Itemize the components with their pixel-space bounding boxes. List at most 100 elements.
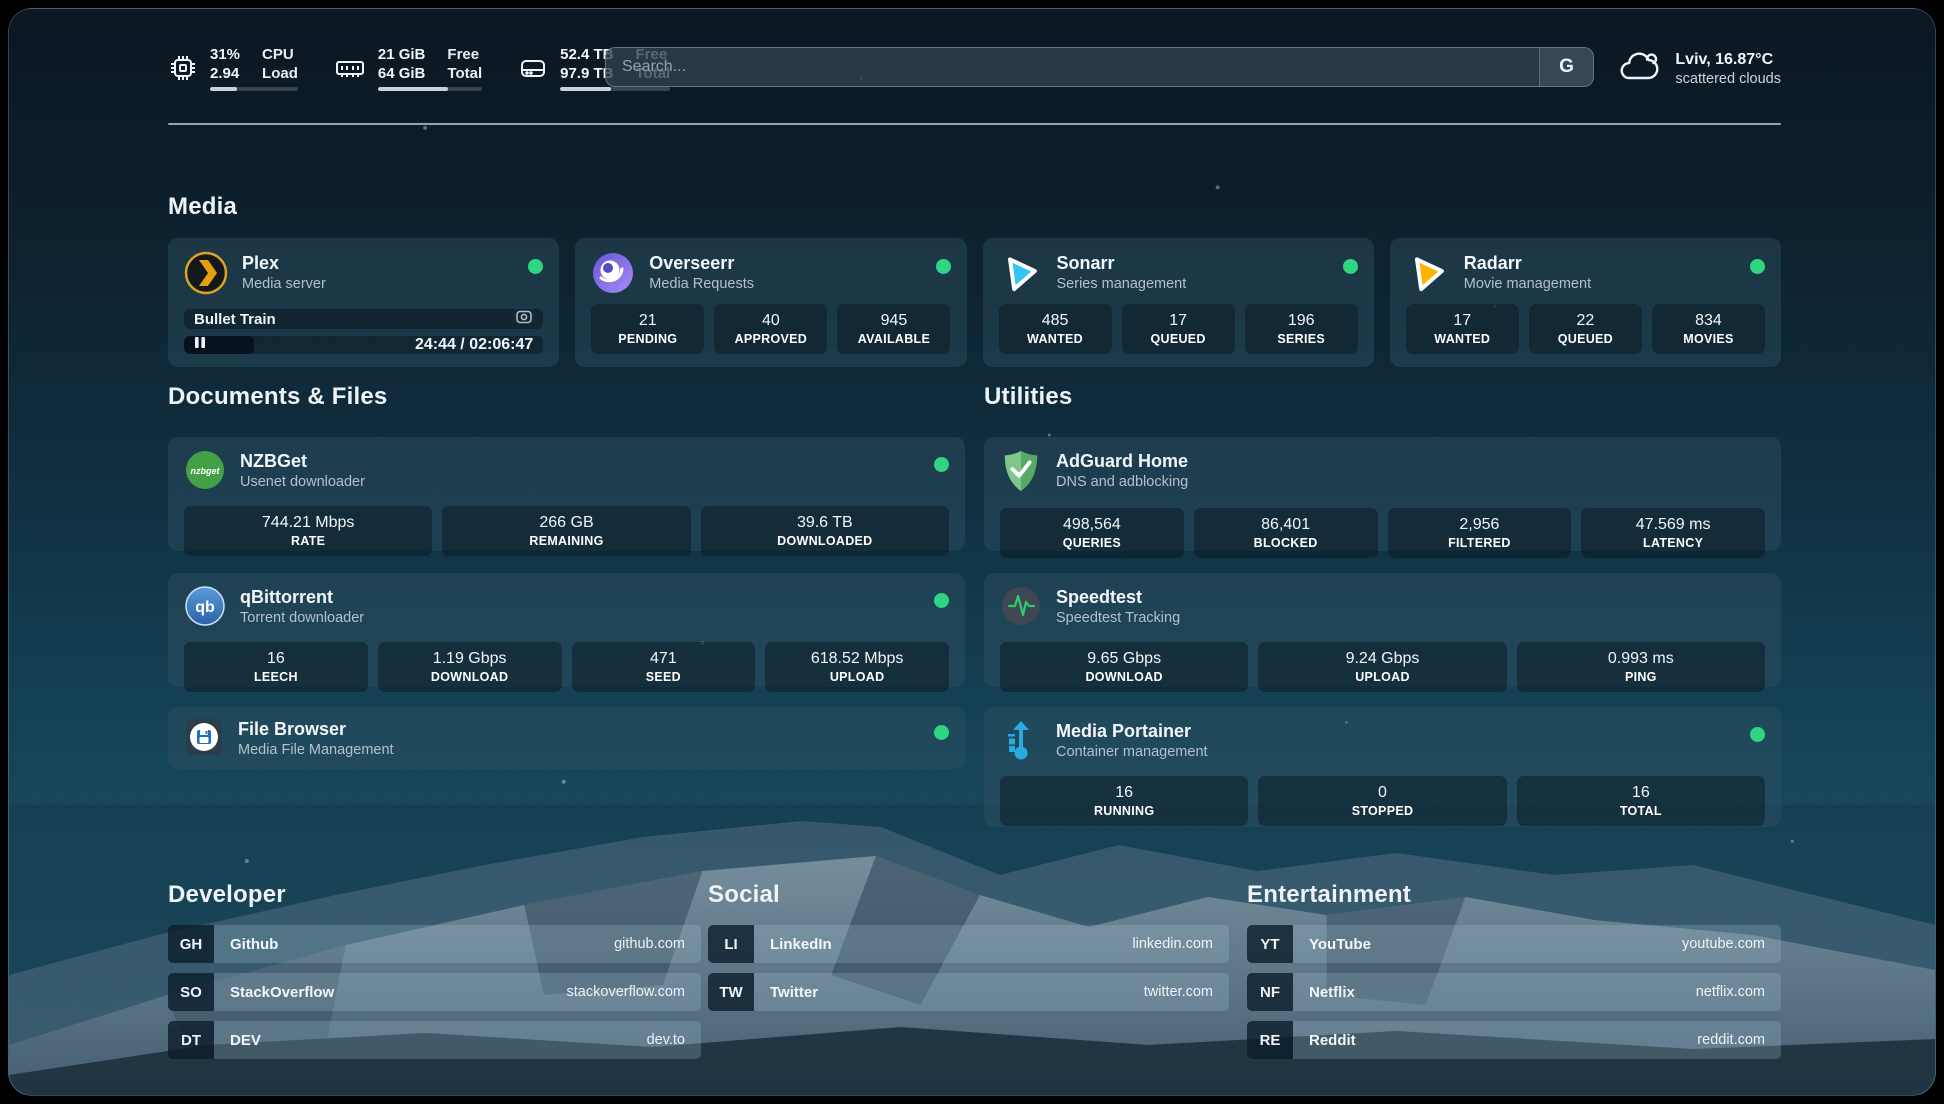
bookmark-name: YouTube — [1309, 935, 1371, 953]
playback-progress-bar[interactable]: 24:44 / 02:06:47 — [184, 336, 544, 354]
now-playing-bar: Bullet Train — [184, 309, 544, 329]
bookmark-name: Twitter — [770, 983, 819, 1001]
bookmark-abbr: NF — [1247, 973, 1293, 1011]
status-dot — [935, 259, 951, 274]
app-card-portainer[interactable]: Media Portainer Container management 16 … — [984, 707, 1781, 827]
bookmark-url: github.com — [614, 936, 685, 952]
app-name: Media Portainer — [1056, 721, 1192, 741]
app-name: qBittorrent — [240, 587, 333, 607]
stat-box: 22 QUEUED — [1528, 304, 1642, 354]
bookmark-abbr: SO — [168, 973, 214, 1011]
bookmark-youtube[interactable]: YT YouTube youtube.com — [1247, 925, 1781, 963]
stat-box: 47.569 ms LATENCY — [1581, 508, 1765, 558]
app-card-overseerr[interactable]: Overseerr Media Requests 21 PENDING 40 A… — [575, 238, 967, 367]
stat-box: 16 RUNNING — [1000, 776, 1249, 826]
stat-box: 9.65 Gbps DOWNLOAD — [1000, 642, 1249, 692]
search-input[interactable] — [606, 48, 1539, 86]
weather-condition: scattered clouds — [1675, 70, 1781, 87]
memory-stat: 21 GiB 64 GiB Free Total — [334, 45, 483, 91]
bookmark-netflix[interactable]: NF Netflix netflix.com — [1247, 973, 1781, 1011]
stat-box: 744.21 Mbps RATE — [184, 506, 433, 556]
app-card-plex[interactable]: Plex Media server Bullet Train — [168, 238, 560, 367]
video-icon[interactable] — [515, 309, 533, 329]
cpu-usage: 31% — [210, 46, 241, 63]
cloud-icon — [1616, 46, 1662, 91]
search-engine-button[interactable]: G — [1539, 48, 1593, 86]
app-name: NZBGet — [240, 451, 307, 471]
bookmark-abbr: LI — [708, 925, 754, 963]
social-links: LI LinkedIn linkedin.com TW Twitter twit… — [708, 925, 1229, 1021]
disk-free: 52.4 TB — [560, 46, 614, 63]
stat-box: 16 LEECH — [184, 642, 368, 692]
stat-box: 21 PENDING — [591, 304, 705, 354]
stat-box: 196 SERIES — [1244, 304, 1358, 354]
section-title-media: Media — [168, 193, 238, 220]
memory-total: 64 GiB — [377, 65, 426, 82]
bookmark-twitter[interactable]: TW Twitter twitter.com — [708, 973, 1229, 1011]
app-card-sonarr[interactable]: Sonarr Series management 485 WANTED 17 Q… — [982, 238, 1374, 367]
section-title-entertainment: Entertainment — [1247, 881, 1411, 908]
app-subtitle: Torrent downloader — [240, 610, 365, 626]
documents-column: nzbget NZBGet Usenet downloader 744.21 M… — [168, 437, 965, 769]
memory-free-label: Free — [447, 46, 480, 63]
bookmark-url: reddit.com — [1697, 1032, 1765, 1048]
playback-progress-fill — [184, 336, 255, 354]
bookmark-name: Netflix — [1309, 983, 1355, 1001]
bookmark-github[interactable]: GH Github github.com — [168, 925, 701, 963]
section-title-utilities: Utilities — [984, 383, 1073, 410]
stat-box: 2,956 FILTERED — [1387, 508, 1572, 558]
app-name: Plex — [242, 253, 280, 273]
app-card-speedtest[interactable]: Speedtest Speedtest Tracking 9.65 Gbps D… — [984, 573, 1781, 692]
developer-links: GH Github github.com SO StackOverflow st… — [168, 925, 701, 1069]
app-card-adguard[interactable]: AdGuard Home DNS and adblocking 498,564 … — [984, 437, 1781, 558]
svg-text:nzbget: nzbget — [191, 466, 221, 476]
memory-free: 21 GiB — [377, 46, 426, 63]
stat-box: 471 SEED — [571, 642, 756, 692]
memory-total-label: Total — [447, 65, 483, 82]
adguard-icon — [1000, 449, 1042, 498]
cpu-load-value: 2.94 — [210, 65, 240, 82]
stat-box: 40 APPROVED — [714, 304, 828, 354]
app-subtitle: Media File Management — [238, 742, 394, 758]
app-name: Radarr — [1463, 253, 1522, 273]
app-card-radarr[interactable]: Radarr Movie management 17 WANTED 22 QUE… — [1389, 238, 1781, 367]
status-dot — [934, 593, 949, 608]
app-name: File Browser — [238, 719, 347, 739]
app-card-nzbget[interactable]: nzbget NZBGet Usenet downloader 744.21 M… — [168, 437, 965, 556]
app-name: AdGuard Home — [1056, 451, 1189, 471]
disk-progress-fill — [560, 87, 611, 91]
ram-icon — [334, 53, 366, 83]
stat-box: 16 TOTAL — [1516, 776, 1765, 826]
pause-icon[interactable] — [194, 336, 206, 354]
stat-box: 0.993 ms PING — [1516, 642, 1765, 692]
bookmark-reddit[interactable]: RE Reddit reddit.com — [1247, 1021, 1781, 1059]
bookmark-dev[interactable]: DT DEV dev.to — [168, 1021, 701, 1059]
app-name: Sonarr — [1056, 253, 1115, 273]
bookmark-linkedin[interactable]: LI LinkedIn linkedin.com — [708, 925, 1229, 963]
bookmark-abbr: TW — [708, 973, 754, 1011]
bookmark-stackoverflow[interactable]: SO StackOverflow stackoverflow.com — [168, 973, 701, 1011]
bookmark-name: StackOverflow — [230, 983, 335, 1001]
app-subtitle: Media Requests — [649, 276, 755, 292]
status-dot — [1750, 259, 1765, 274]
bookmark-abbr: RE — [1247, 1021, 1293, 1059]
app-subtitle: Series management — [1056, 276, 1187, 292]
status-dot — [934, 725, 949, 740]
bookmark-url: netflix.com — [1695, 984, 1765, 1000]
app-card-filebrowser[interactable]: File Browser Media File Management — [168, 707, 965, 769]
top-bar: 31% 2.94 CPU Load — [168, 43, 1781, 93]
overseerr-icon — [591, 251, 635, 300]
app-subtitle: Container management — [1056, 744, 1208, 760]
filebrowser-icon — [184, 717, 224, 762]
search-bar: G — [605, 47, 1594, 87]
nzbget-icon: nzbget — [184, 449, 226, 496]
portainer-icon — [1000, 719, 1042, 766]
now-playing-title: Bullet Train — [194, 310, 276, 328]
memory-progress-track — [377, 87, 483, 91]
cpu-icon — [168, 53, 198, 83]
utilities-column: AdGuard Home DNS and adblocking 498,564 … — [984, 437, 1781, 827]
app-subtitle: Speedtest Tracking — [1056, 610, 1181, 626]
radarr-icon — [1406, 251, 1450, 300]
cpu-progress-track — [210, 87, 298, 91]
app-card-qbittorrent[interactable]: qb qBittorrent Torrent downloader 16 LEE… — [168, 573, 965, 692]
